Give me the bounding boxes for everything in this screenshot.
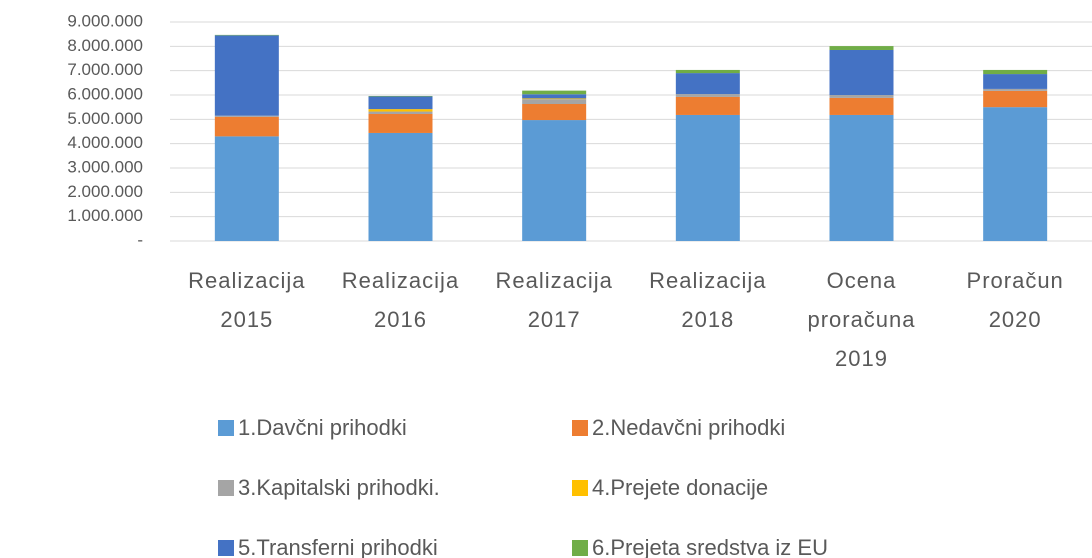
y-tick-label: -: [137, 230, 143, 249]
x-tick-label: Realizacija 2018: [649, 268, 766, 332]
y-tick-label: 7.000.000: [67, 60, 143, 79]
bar-segment: [368, 113, 433, 133]
y-tick-label: 6.000.000: [67, 84, 143, 103]
bar-segment: [675, 96, 740, 115]
bar-segment: [368, 109, 433, 112]
bar-segment: [829, 97, 894, 115]
x-tick-label: Proračun 2020: [967, 268, 1064, 332]
bar-segment: [829, 95, 894, 98]
bar-segment: [983, 88, 1048, 91]
bar-segment: [829, 114, 894, 241]
x-tick-label: Realizacija 2016: [342, 268, 459, 332]
x-tick-label: Realizacija 2015: [188, 268, 305, 332]
y-tick-label: 9.000.000: [67, 11, 143, 30]
bar-segment: [368, 111, 433, 114]
bar-segment: [829, 49, 894, 95]
y-tick-label: 4.000.000: [67, 133, 143, 152]
bar-segment: [522, 99, 587, 105]
bar-segment: [214, 35, 279, 116]
bar-segment: [675, 73, 740, 95]
bar-segment: [214, 116, 279, 137]
legend-swatch: [218, 420, 234, 436]
bar-segment: [522, 120, 587, 241]
y-tick-label: 1.000.000: [67, 206, 143, 225]
bar-segment: [829, 46, 894, 50]
legend-swatch: [218, 540, 234, 556]
legend-swatch: [572, 480, 588, 496]
y-tick-label: 3.000.000: [67, 157, 143, 176]
bar-segment: [214, 136, 279, 241]
bar-segment: [368, 132, 433, 241]
x-tick-label: Realizacija 2017: [495, 268, 612, 332]
y-tick-label: 8.000.000: [67, 36, 143, 55]
bar-segment: [675, 94, 740, 97]
legend-swatch: [218, 480, 234, 496]
legend-label: 3.Kapitalski prihodki.: [238, 475, 440, 500]
bar-segment: [983, 69, 1048, 75]
bar-segment: [983, 90, 1048, 108]
bar-segment: [983, 107, 1048, 242]
legend-label: 4.Prejete donacije: [592, 475, 768, 500]
bar-segment: [522, 90, 587, 95]
y-tick-label: 2.000.000: [67, 182, 143, 201]
legend-label: 2.Nedavčni prihodki: [592, 415, 785, 440]
bar-segment: [522, 98, 587, 100]
legend-swatch: [572, 540, 588, 556]
bar-segment: [983, 74, 1048, 89]
bar-segment: [522, 94, 587, 99]
legend-label: 5.Transferni prihodki: [238, 535, 438, 558]
legend-label: 1.Davčni prihodki: [238, 415, 407, 440]
bar-segment: [214, 115, 279, 117]
bar-segment: [522, 104, 587, 121]
y-tick-label: 5.000.000: [67, 109, 143, 128]
legend-label: 6.Prejeta sredstva iz EU: [592, 535, 828, 558]
legend-swatch: [572, 420, 588, 436]
bar-segment: [675, 69, 740, 74]
bar-segment: [368, 96, 433, 110]
x-tick-label: Ocena proračuna 2019: [807, 268, 915, 371]
bar-segment: [675, 114, 740, 241]
